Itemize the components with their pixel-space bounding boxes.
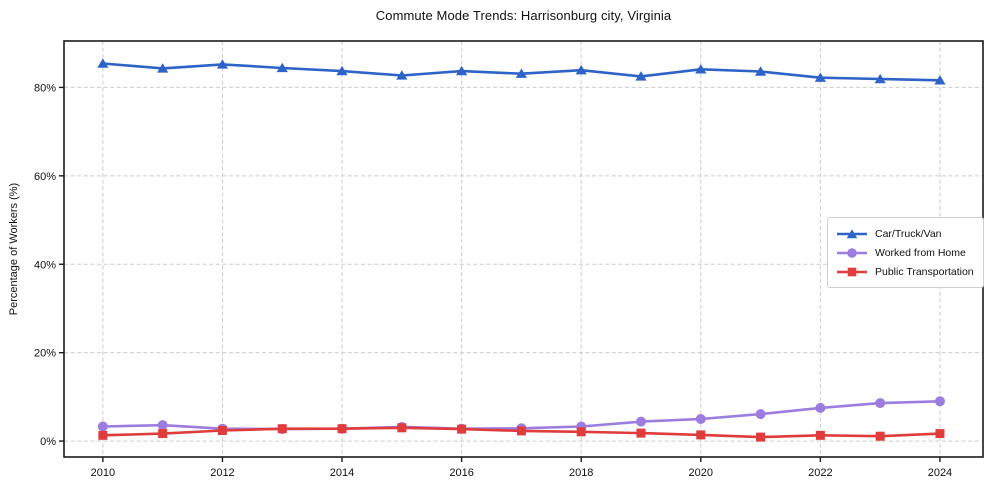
series-2-marker [337, 424, 347, 434]
series-2-marker [98, 430, 108, 440]
legend-label: Worked from Home [875, 246, 966, 259]
series-2-marker [576, 427, 586, 437]
series-1-marker [97, 421, 108, 432]
series-2-marker [935, 429, 945, 439]
series-2-marker [277, 424, 287, 434]
series-0-marker [396, 70, 408, 80]
series-2-marker [217, 425, 227, 435]
series-1-marker [635, 416, 646, 427]
series-2-marker [516, 426, 526, 436]
y-tick-label: 0% [40, 436, 56, 448]
series-2-marker [875, 431, 885, 441]
x-tick-label: 2018 [569, 467, 593, 479]
y-tick-label: 80% [34, 82, 56, 94]
series-0-marker [695, 64, 707, 74]
series-0-marker [515, 68, 528, 78]
x-tick-label: 2016 [449, 467, 473, 479]
series-2-marker [815, 430, 825, 440]
series-1-marker [875, 398, 886, 409]
series-0-marker [575, 64, 587, 75]
series-1-marker [815, 402, 826, 413]
series-2-marker [158, 429, 168, 439]
series-1-marker [157, 420, 168, 431]
series-2-marker [756, 432, 766, 442]
x-tick-label: 2020 [689, 467, 713, 479]
series-2-marker [457, 424, 467, 434]
series-0-marker [635, 71, 647, 81]
y-tick-label: 20% [34, 348, 56, 360]
x-tick-label: 2010 [91, 467, 115, 479]
legend-item: Worked from Home [836, 243, 974, 262]
series-0-marker [814, 72, 826, 82]
series-0-marker [754, 66, 767, 76]
series-2-marker [696, 430, 706, 440]
chart-title: Commute Mode Trends: Harrisonburg city, … [375, 8, 672, 23]
series-2-marker [397, 423, 407, 433]
series-2-marker [636, 428, 646, 438]
series-0-marker [157, 63, 169, 73]
y-tick-label: 60% [34, 171, 56, 183]
legend-label: Car/Truck/Van [875, 227, 942, 240]
series-0-marker [874, 73, 886, 84]
x-tick-label: 2012 [210, 467, 234, 479]
legend-sample-square-icon [837, 267, 867, 276]
legend-sample-circle-icon [837, 247, 867, 258]
y-tick-label: 40% [34, 259, 56, 271]
series-0-marker [276, 62, 288, 73]
series-0-marker [216, 59, 229, 69]
x-tick-label: 2022 [808, 467, 832, 479]
series-0-marker [336, 65, 348, 76]
series-0-marker [456, 65, 468, 76]
x-tick-label: 2014 [330, 467, 354, 479]
series-1-marker [755, 409, 766, 420]
legend-item: Car/Truck/Van [836, 224, 974, 243]
legend: Car/Truck/Van Worked from Home Public Tran… [827, 217, 984, 288]
series-0-marker [934, 75, 946, 85]
legend-item: Public Transportation [836, 262, 974, 281]
series-1-marker [934, 396, 945, 407]
x-tick-label: 2024 [928, 467, 952, 479]
legend-label: Public Transportation [875, 265, 974, 278]
series-0-marker [97, 58, 109, 68]
series-1-marker [695, 413, 706, 424]
legend-sample-triangle-up-icon [837, 228, 867, 238]
